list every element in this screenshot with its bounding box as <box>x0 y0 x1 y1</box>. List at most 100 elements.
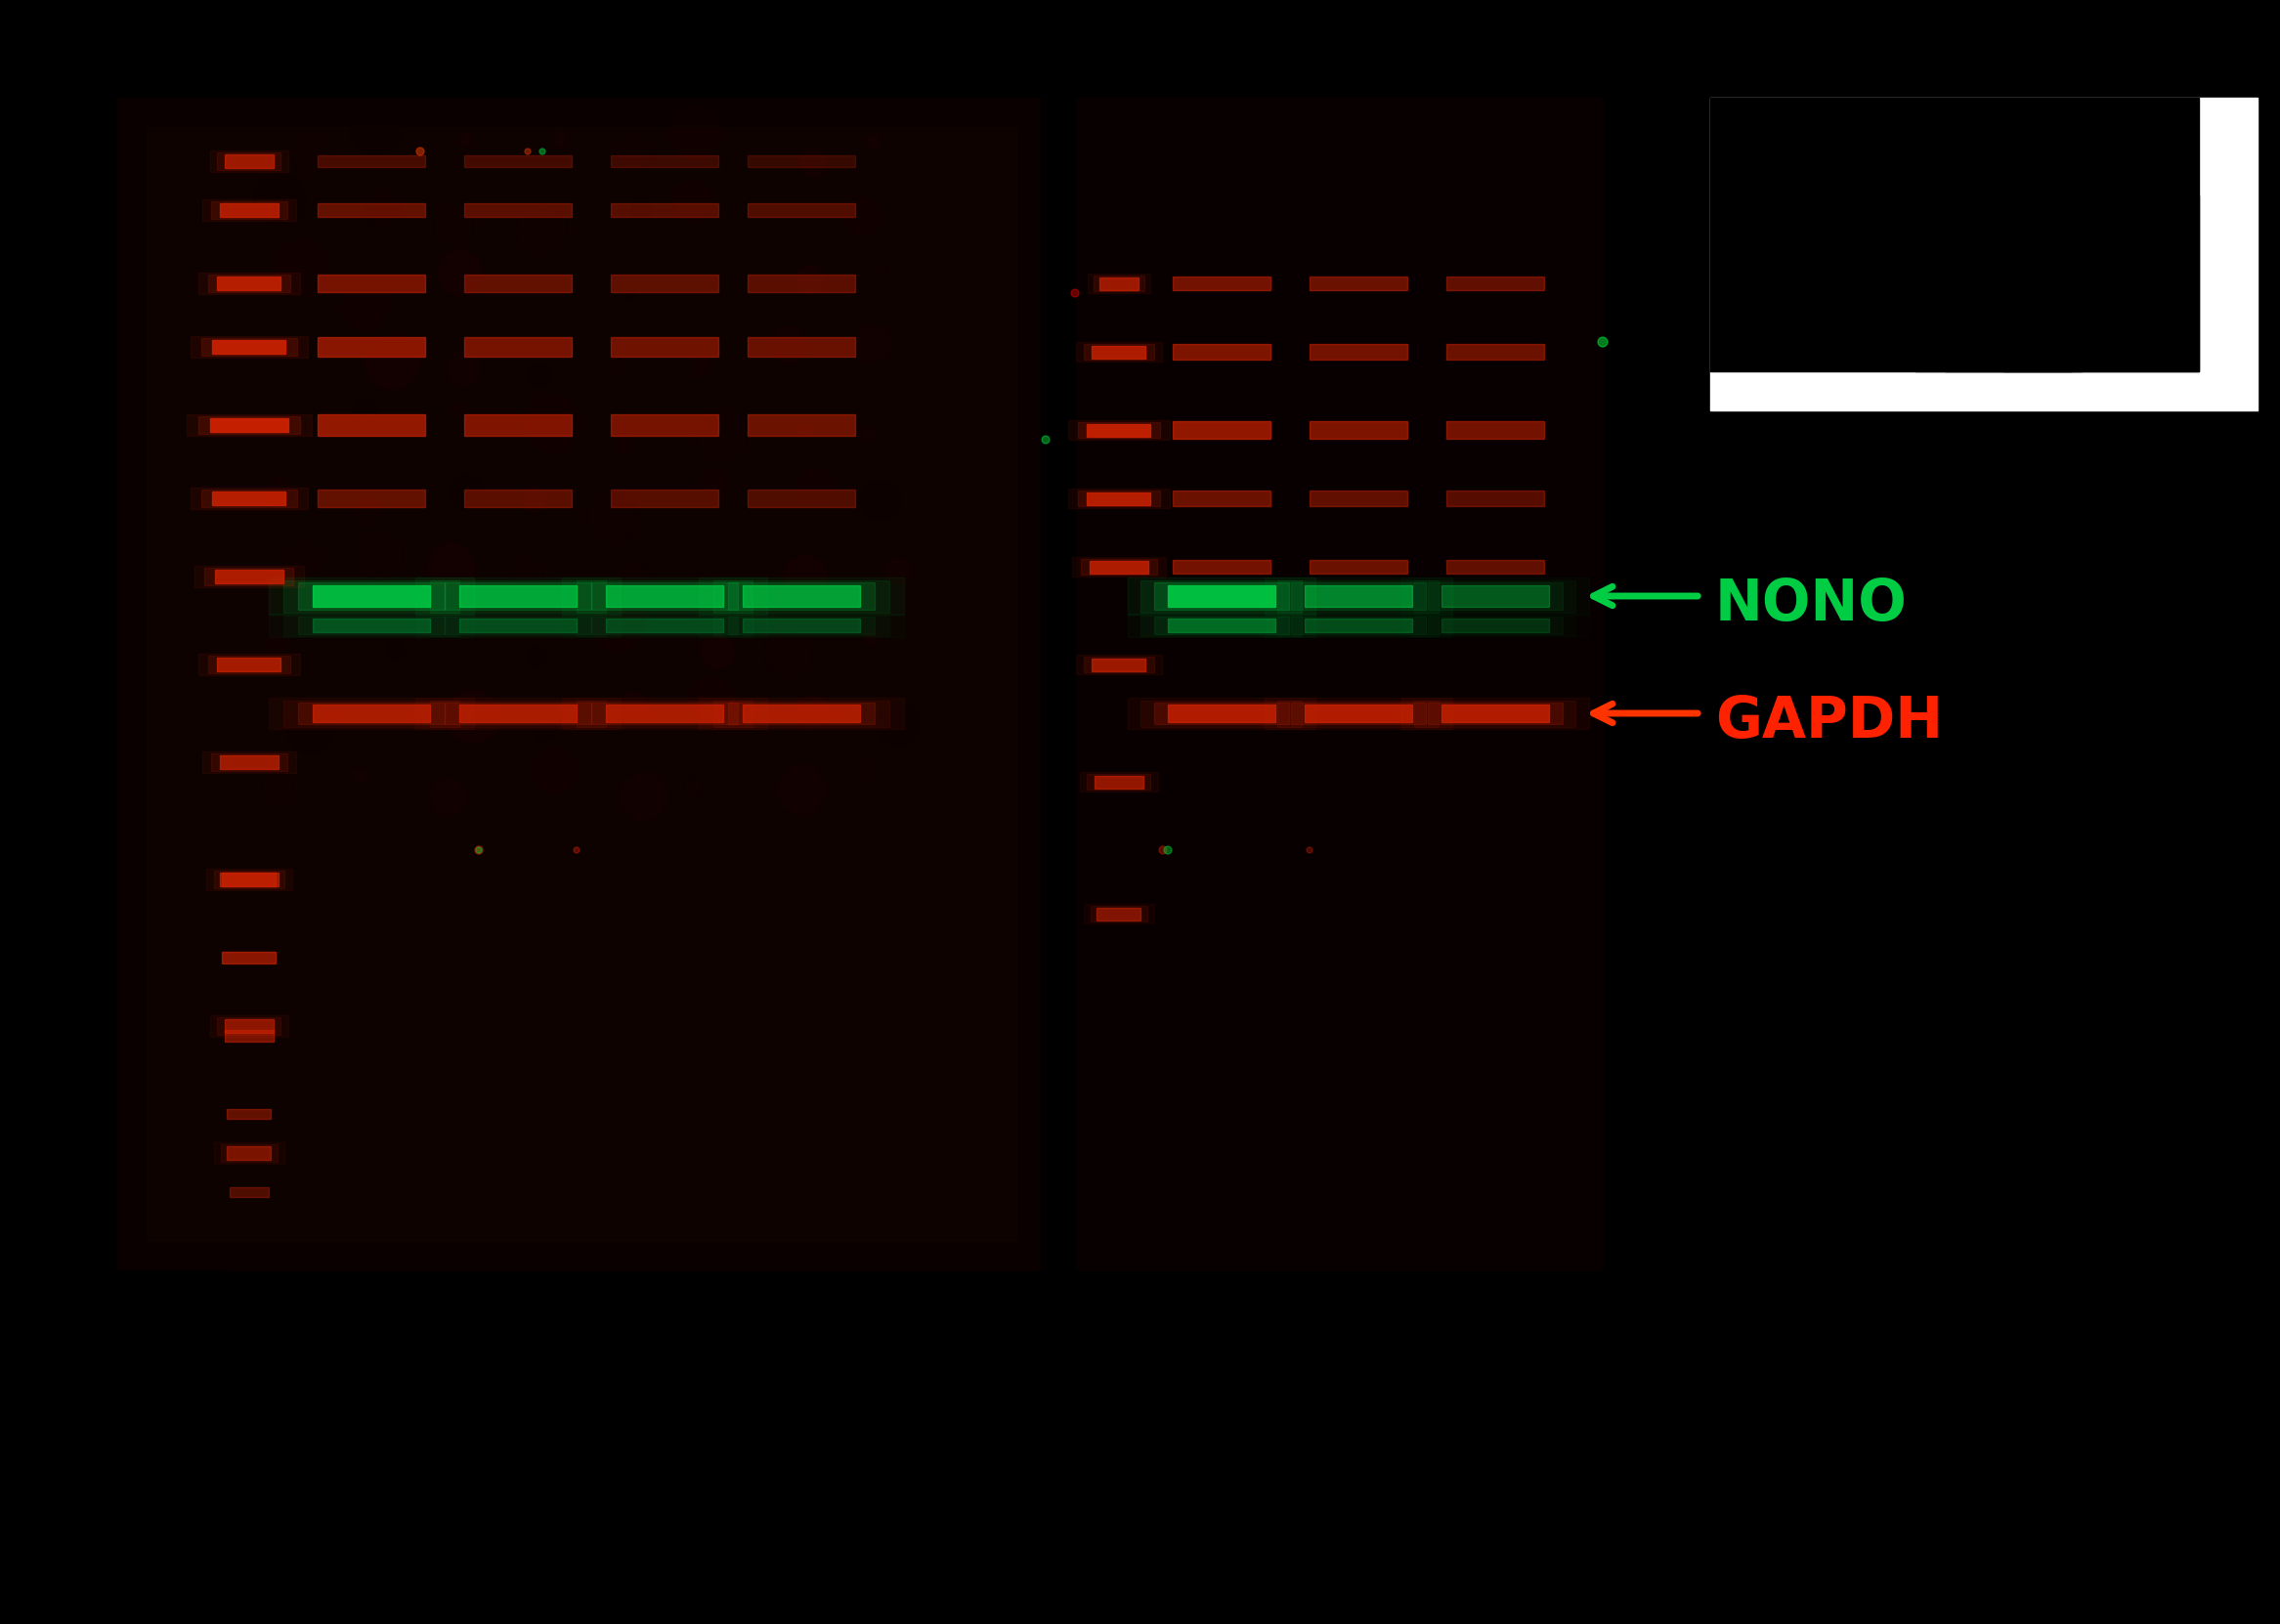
Bar <box>1040 97 1074 1270</box>
Bar <box>317 156 424 167</box>
Bar <box>299 583 445 609</box>
Circle shape <box>447 690 499 742</box>
Bar <box>611 203 718 218</box>
Bar <box>606 585 723 607</box>
Bar <box>611 414 718 435</box>
Bar <box>465 489 572 507</box>
Bar <box>207 274 290 292</box>
Circle shape <box>477 848 481 853</box>
Bar <box>1083 903 1154 924</box>
Bar <box>226 1030 274 1041</box>
Bar <box>1402 698 1589 729</box>
Bar <box>212 492 285 505</box>
Circle shape <box>796 424 812 438</box>
Circle shape <box>866 135 880 149</box>
Bar <box>317 203 424 218</box>
Bar <box>1154 583 1288 609</box>
Bar <box>577 700 752 726</box>
Bar <box>1097 908 1140 919</box>
Bar <box>205 869 292 890</box>
Circle shape <box>771 326 807 364</box>
Bar <box>312 619 431 632</box>
Bar <box>431 700 606 726</box>
Circle shape <box>1306 848 1313 853</box>
Bar <box>2004 195 2198 372</box>
Bar <box>187 414 312 435</box>
Bar <box>415 614 620 637</box>
Bar <box>1172 344 1270 359</box>
Bar <box>748 338 855 357</box>
Circle shape <box>1158 846 1167 854</box>
Bar <box>748 489 855 507</box>
Bar <box>1441 619 1548 632</box>
Bar <box>214 1142 285 1164</box>
Bar <box>1154 617 1288 633</box>
Bar <box>698 698 903 729</box>
Bar <box>1090 905 1147 922</box>
Bar <box>1277 615 1439 635</box>
Bar <box>219 203 278 218</box>
Bar <box>714 580 889 612</box>
Bar <box>1414 615 1575 635</box>
Bar <box>30 538 123 1124</box>
Circle shape <box>1042 435 1049 443</box>
Bar <box>317 274 424 292</box>
Bar <box>591 617 739 633</box>
Bar <box>1710 97 2257 411</box>
Circle shape <box>885 559 912 583</box>
Bar <box>458 585 577 607</box>
Bar <box>1277 700 1439 726</box>
Text: NONO: NONO <box>1715 577 1908 632</box>
Bar <box>269 577 474 615</box>
Bar <box>714 700 889 726</box>
Bar <box>312 585 431 607</box>
Bar <box>1945 214 2082 372</box>
Bar <box>1129 614 1316 637</box>
Bar <box>1067 419 1170 440</box>
Bar <box>194 565 303 588</box>
Bar <box>269 698 474 729</box>
Circle shape <box>777 765 825 814</box>
Bar <box>1069 97 1603 1270</box>
Bar <box>1290 702 1425 724</box>
Circle shape <box>417 148 424 156</box>
Bar <box>1088 492 1151 505</box>
Bar <box>606 705 723 723</box>
Circle shape <box>353 768 367 784</box>
Circle shape <box>365 335 420 390</box>
Bar <box>458 619 577 632</box>
Bar <box>203 200 296 221</box>
Bar <box>1414 700 1575 726</box>
Bar <box>1441 705 1548 723</box>
Bar <box>317 338 424 357</box>
Bar <box>217 276 280 291</box>
Circle shape <box>620 692 648 718</box>
Bar <box>203 752 296 773</box>
Bar <box>1441 585 1548 607</box>
Bar <box>1304 585 1411 607</box>
Bar <box>611 489 718 507</box>
Bar <box>1140 580 1302 612</box>
Circle shape <box>552 132 568 148</box>
Circle shape <box>1072 289 1078 297</box>
Bar <box>1710 97 2198 372</box>
Bar <box>743 585 860 607</box>
Bar <box>561 698 766 729</box>
Bar <box>714 615 889 635</box>
Bar <box>198 273 301 294</box>
Circle shape <box>857 326 891 362</box>
Bar <box>283 580 458 612</box>
Circle shape <box>458 133 472 146</box>
Circle shape <box>616 438 632 455</box>
Bar <box>445 617 591 633</box>
Bar <box>611 274 718 292</box>
Bar <box>312 705 431 723</box>
Bar <box>1446 276 1544 291</box>
Bar <box>698 614 903 637</box>
Bar <box>1088 424 1151 437</box>
Bar <box>210 419 287 432</box>
Bar <box>1092 346 1147 359</box>
Bar <box>1167 585 1275 607</box>
Bar <box>228 1147 271 1160</box>
Bar <box>1277 580 1439 612</box>
